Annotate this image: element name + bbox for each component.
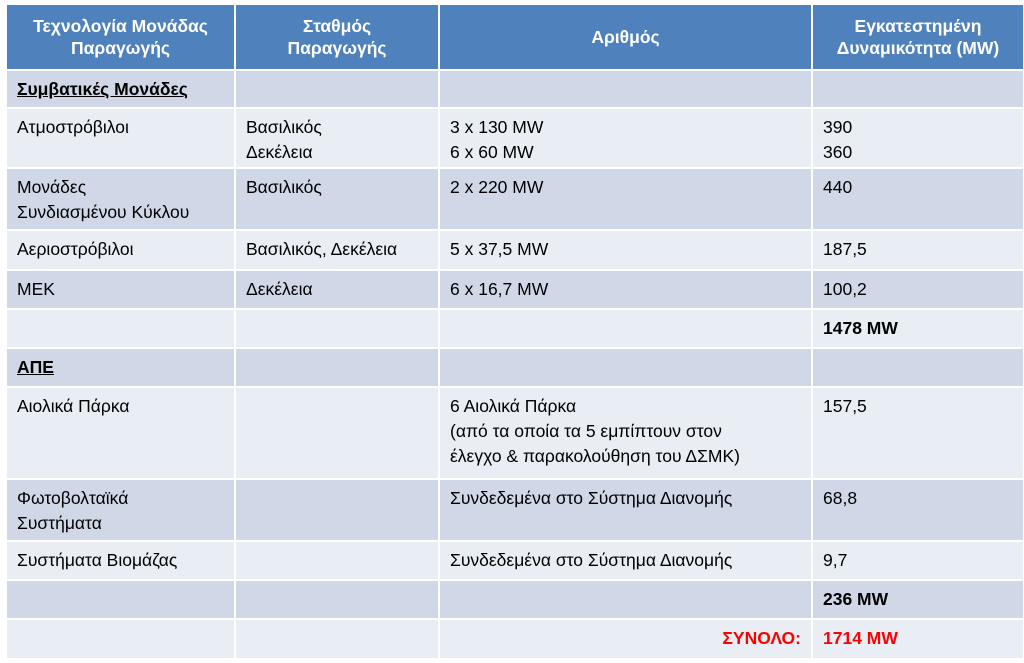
- empty-cell: [236, 349, 438, 386]
- tech-cell: Ατμοστρόβιλοι: [7, 109, 234, 167]
- capacity-line: 187,5: [823, 239, 867, 259]
- capacity-line: 390: [823, 117, 853, 137]
- number-line: Συνδεδεμένα στο Σύστημα Διανομής: [450, 488, 733, 508]
- station-cell: Δεκέλεια: [236, 271, 438, 308]
- capacity-line: 68,8: [823, 488, 858, 508]
- number-line: 6 x 60 MW: [450, 142, 534, 162]
- empty-cell: [236, 310, 438, 347]
- number-line: 2 x 220 MW: [450, 177, 544, 197]
- tech-line: Μονάδες: [17, 177, 87, 197]
- number-line: (από τα οποία τα 5 εμπίπτουν στον: [450, 421, 722, 441]
- capacity-table: Τεχνολογία Μονάδας Παραγωγής Σταθμός Παραγ…: [7, 5, 1023, 658]
- empty-cell: [7, 620, 234, 658]
- capacity-line: 9,7: [823, 550, 848, 570]
- header-technology-line: Παραγωγής: [70, 38, 170, 58]
- number-line: 3 x 130 MW: [450, 117, 544, 137]
- renewables-subtotal: 236 MW: [813, 581, 1023, 618]
- empty-cell: [440, 71, 811, 107]
- empty-cell: [236, 581, 438, 618]
- tech-line: Συστήματα Βιομάζας: [17, 550, 178, 570]
- number-cell: 5 x 37,5 MW: [440, 231, 811, 269]
- capacity-line: 440: [823, 177, 853, 197]
- capacity-cell: 68,8: [813, 480, 1023, 540]
- station-cell: [236, 388, 438, 478]
- number-line: έλεγχο & παρακολούθηση του ΔΣΜΚ): [450, 446, 740, 466]
- header-number-label: Αριθμός: [591, 27, 660, 47]
- number-cell: 6 x 16,7 MW: [440, 271, 811, 308]
- number-cell: 2 x 220 MW: [440, 169, 811, 229]
- capacity-cell: 390 360: [813, 109, 1023, 167]
- header-station: Σταθμός Παραγωγής: [236, 5, 438, 69]
- number-line: 6 x 16,7 MW: [450, 279, 549, 299]
- number-line: 6 Αιολικά Πάρκα: [450, 396, 577, 416]
- tech-cell: ΜΕΚ: [7, 271, 234, 308]
- tech-cell: Φωτοβολταϊκά Συστήματα: [7, 480, 234, 540]
- number-line: Συνδεδεμένα στο Σύστημα Διανομής: [450, 550, 733, 570]
- tech-cell: Αιολικά Πάρκα: [7, 388, 234, 478]
- station-line: Δεκέλεια: [246, 279, 313, 299]
- tech-line: Ατμοστρόβιλοι: [17, 117, 129, 137]
- header-capacity-line: Εγκατεστημένη: [854, 16, 982, 36]
- empty-cell: [7, 310, 234, 347]
- number-cell: Συνδεδεμένα στο Σύστημα Διανομής: [440, 542, 811, 579]
- number-cell: Συνδεδεμένα στο Σύστημα Διανομής: [440, 480, 811, 540]
- total-label: ΣΥΝΟΛΟ:: [440, 620, 811, 658]
- tech-line: Αεριοστρόβιλοι: [17, 239, 134, 259]
- capacity-cell: 157,5: [813, 388, 1023, 478]
- tech-line: Συστήματα: [17, 513, 102, 533]
- station-line: Βασιλικός: [246, 117, 322, 137]
- total-value: 1714 MW: [813, 620, 1023, 658]
- station-line: Δεκέλεια: [246, 142, 313, 162]
- station-cell: [236, 542, 438, 579]
- station-line: Βασιλικός, Δεκέλεια: [246, 239, 398, 259]
- header-station-line: Παραγωγής: [287, 38, 387, 58]
- number-cell: 6 Αιολικά Πάρκα (από τα οποία τα 5 εμπίπτ…: [440, 388, 811, 478]
- capacity-cell: 100,2: [813, 271, 1023, 308]
- header-capacity: Εγκατεστημένη Δυναμικότητα (MW): [813, 5, 1023, 69]
- tech-cell: Συστήματα Βιομάζας: [7, 542, 234, 579]
- empty-cell: [440, 581, 811, 618]
- tech-line: ΜΕΚ: [17, 279, 55, 299]
- section-renewables-label: ΑΠΕ: [7, 349, 234, 386]
- number-line: 5 x 37,5 MW: [450, 239, 549, 259]
- capacity-cell: 440: [813, 169, 1023, 229]
- station-cell: Βασιλικός: [236, 169, 438, 229]
- header-technology-line: Τεχνολογία Μονάδας: [33, 16, 208, 36]
- empty-cell: [813, 71, 1023, 107]
- capacity-line: 157,5: [823, 396, 867, 416]
- section-conventional-label: Συμβατικές Μονάδες: [7, 71, 234, 107]
- header-capacity-line: Δυναμικότητα (MW): [836, 38, 1000, 58]
- empty-cell: [440, 349, 811, 386]
- capacity-cell: 187,5: [813, 231, 1023, 269]
- number-cell: 3 x 130 MW 6 x 60 MW: [440, 109, 811, 167]
- empty-cell: [236, 71, 438, 107]
- empty-cell: [813, 349, 1023, 386]
- header-technology: Τεχνολογία Μονάδας Παραγωγής: [7, 5, 234, 69]
- station-cell: Βασιλικός Δεκέλεια: [236, 109, 438, 167]
- station-line: Βασιλικός: [246, 177, 322, 197]
- empty-cell: [7, 581, 234, 618]
- tech-cell: Αεριοστρόβιλοι: [7, 231, 234, 269]
- tech-line: Φωτοβολταϊκά: [17, 488, 129, 508]
- station-cell: [236, 480, 438, 540]
- capacity-line: 100,2: [823, 279, 867, 299]
- capacity-cell: 9,7: [813, 542, 1023, 579]
- station-cell: Βασιλικός, Δεκέλεια: [236, 231, 438, 269]
- empty-cell: [440, 310, 811, 347]
- conventional-subtotal: 1478 MW: [813, 310, 1023, 347]
- tech-line: Συνδιασμένου Κύκλου: [17, 202, 190, 222]
- tech-line: Αιολικά Πάρκα: [17, 396, 130, 416]
- empty-cell: [236, 620, 438, 658]
- capacity-line: 360: [823, 142, 853, 162]
- tech-cell: Μονάδες Συνδιασμένου Κύκλου: [7, 169, 234, 229]
- header-number: Αριθμός: [440, 5, 811, 69]
- header-station-line: Σταθμός: [302, 16, 372, 36]
